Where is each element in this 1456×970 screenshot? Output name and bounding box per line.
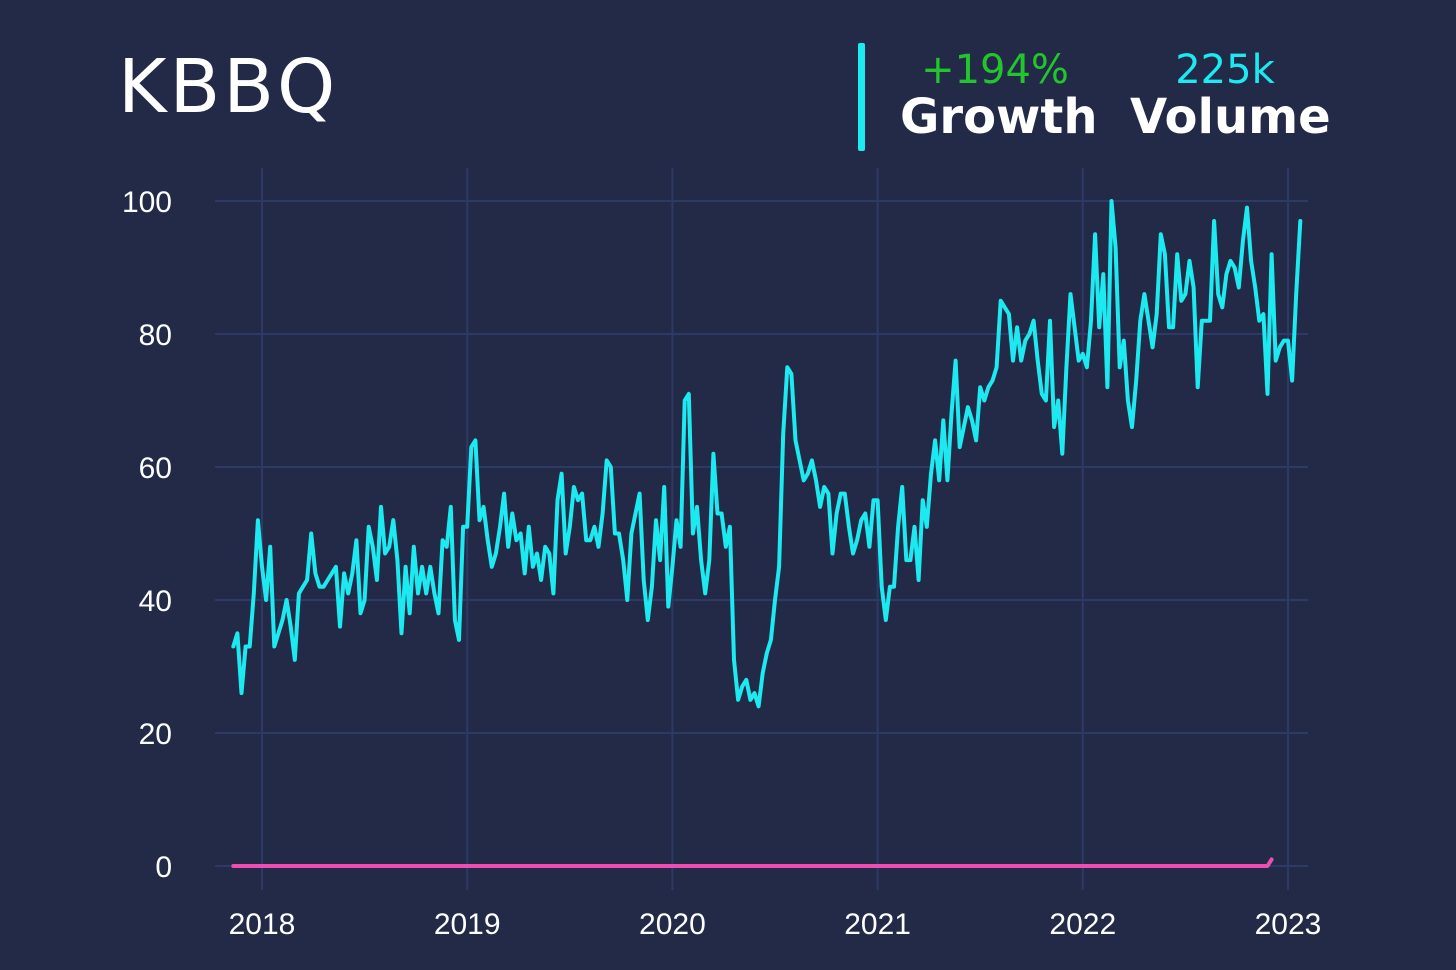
y-tick-label: 40 bbox=[139, 585, 172, 618]
growth-value: +194% bbox=[921, 47, 1069, 93]
y-tick-label: 20 bbox=[139, 718, 172, 751]
y-tick-label: 60 bbox=[139, 452, 172, 485]
y-tick-label: 0 bbox=[155, 851, 172, 884]
x-tick-label: 2023 bbox=[1255, 908, 1322, 941]
growth-stat: +194% Growth bbox=[900, 47, 1098, 145]
volume-label: Volume bbox=[1130, 89, 1331, 145]
series-line-search-interest bbox=[231, 199, 1303, 709]
volume-stat: 225k Volume bbox=[1130, 47, 1331, 145]
header-divider bbox=[858, 43, 865, 151]
chart-title: KBBQ bbox=[118, 44, 339, 130]
growth-label: Growth bbox=[900, 89, 1098, 145]
x-tick-label: 2019 bbox=[434, 908, 501, 941]
x-tick-label: 2018 bbox=[229, 908, 296, 941]
x-tick-label: 2020 bbox=[639, 908, 706, 941]
y-tick-label: 100 bbox=[122, 186, 172, 219]
x-tick-label: 2021 bbox=[844, 908, 911, 941]
x-tick-label: 2022 bbox=[1049, 908, 1116, 941]
series-line-baseline bbox=[231, 857, 1274, 868]
y-tick-label: 80 bbox=[139, 319, 172, 352]
volume-value: 225k bbox=[1175, 47, 1275, 93]
